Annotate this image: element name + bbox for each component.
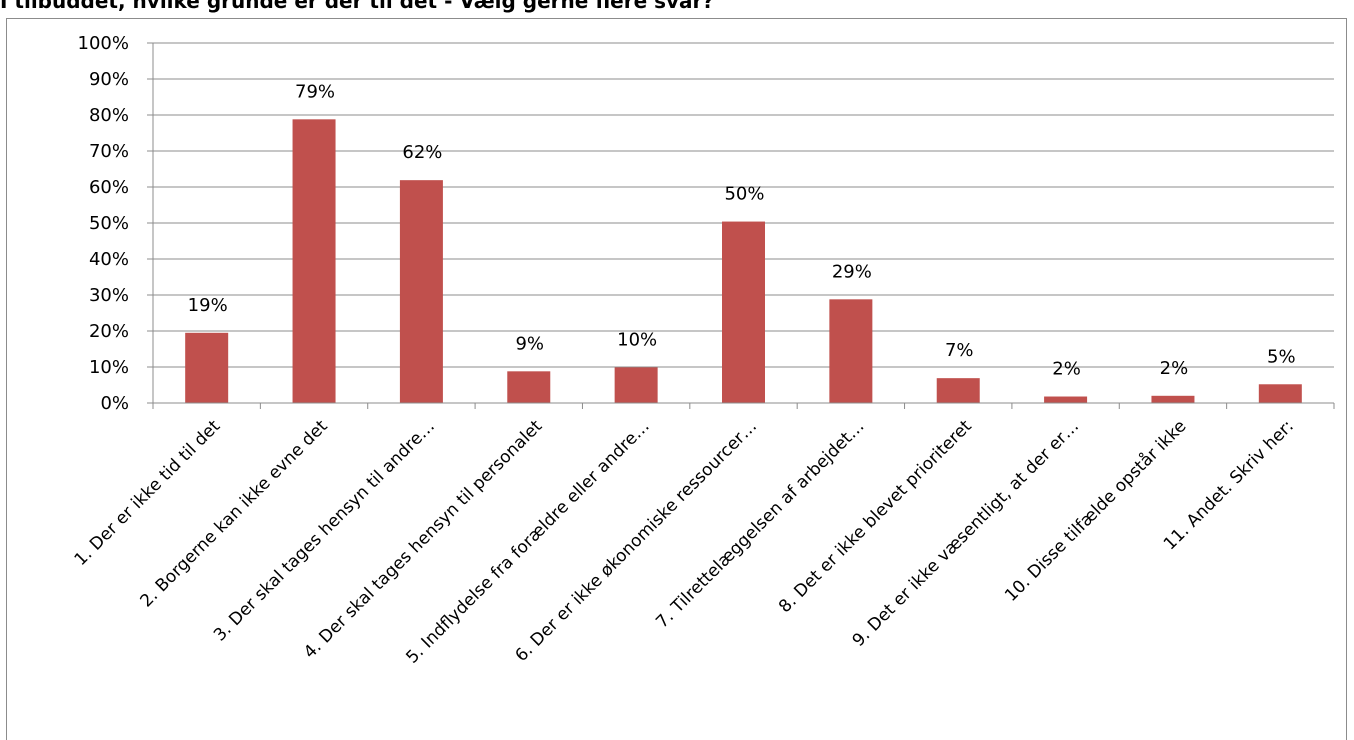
category-label: 5. Indflydelse fra forældre eller andre…: [402, 416, 653, 667]
y-tick-label: 20%: [89, 321, 129, 342]
data-label: 9%: [515, 333, 544, 354]
data-label: 29%: [832, 261, 872, 282]
bar: [507, 371, 551, 403]
y-tick-label: 50%: [89, 213, 129, 234]
category-label: 7. Tilrettelæggelsen af arbejdet…: [652, 416, 868, 632]
data-label: 50%: [724, 184, 764, 205]
y-tick-label: 90%: [89, 69, 129, 90]
data-label: 79%: [295, 81, 335, 102]
bar: [1258, 384, 1302, 403]
category-label: 4. Der skal tages hensyn til personalet: [300, 416, 546, 662]
y-tick-label: 100%: [78, 33, 129, 54]
bar: [614, 367, 658, 403]
category-label: 3. Der skal tages hensyn til andre…: [210, 416, 439, 645]
category-label: 9. Det er ikke væsentligt, at der er…: [849, 416, 1083, 650]
category-label: 2. Borgerne kan ikke evne det: [137, 416, 332, 611]
chart-title: I tilbuddet, hvilke grunde er der til de…: [0, 0, 714, 13]
y-tick-label: 70%: [89, 141, 129, 162]
category-label: 8. Det er ikke blevet prioriteret: [775, 416, 976, 617]
bar: [722, 221, 765, 403]
bar: [185, 332, 229, 403]
chart-frame: [6, 18, 1347, 740]
bar: [1151, 395, 1195, 403]
y-tick-label: 10%: [89, 357, 129, 378]
data-label: 2%: [1160, 358, 1189, 379]
y-tick-label: 0%: [100, 393, 129, 414]
data-label: 2%: [1052, 359, 1081, 380]
data-label: 7%: [945, 340, 974, 361]
bar: [399, 180, 443, 403]
y-tick-label: 40%: [89, 249, 129, 270]
y-tick-label: 80%: [89, 105, 129, 126]
bar: [829, 299, 873, 403]
bar: [1044, 396, 1088, 403]
data-label: 19%: [188, 295, 228, 316]
data-label: 62%: [402, 142, 442, 163]
category-label: 10. Disse tilfælde opstår ikke: [1000, 416, 1190, 606]
y-tick-label: 60%: [89, 177, 129, 198]
bar: [292, 119, 336, 403]
data-label: 5%: [1267, 346, 1296, 367]
category-label: 6. Der er ikke økonomiske ressourcer…: [511, 416, 761, 666]
y-tick-label: 30%: [89, 285, 129, 306]
bar: [936, 378, 980, 403]
data-label: 10%: [617, 329, 657, 350]
